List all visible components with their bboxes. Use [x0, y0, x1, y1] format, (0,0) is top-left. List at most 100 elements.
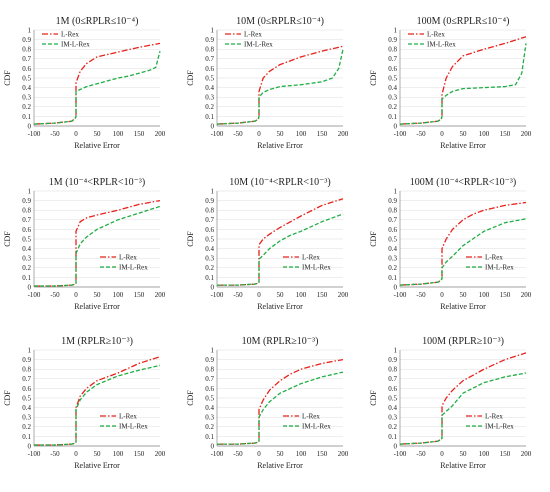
y-tick-label: 0.9: [205, 36, 214, 44]
y-tick-label: 0.4: [388, 245, 397, 253]
legend-label: L-Rex: [244, 31, 262, 39]
x-tick-label: 100: [479, 291, 490, 299]
y-tick-label: 0.8: [388, 366, 397, 374]
x-tick-label: 0: [74, 291, 78, 299]
x-tick-label: 150: [317, 291, 328, 299]
x-tick-label: -50: [50, 450, 60, 458]
y-tick-label: 1: [394, 26, 398, 34]
x-tick-label: 100: [296, 130, 307, 138]
y-tick-label: 0.1: [205, 113, 214, 121]
x-tick-label: -100: [394, 130, 407, 138]
series-line-im-l-rex: [217, 213, 344, 286]
y-tick-label: 0.5: [22, 235, 31, 243]
legend-label: L-Rex: [119, 413, 137, 421]
x-tick-label: 50: [94, 450, 102, 458]
y-tick-label: 0.9: [205, 356, 214, 364]
y-tick-label: 0.5: [22, 394, 31, 402]
x-tick-label: 0: [440, 450, 444, 458]
legend-label: L-Rex: [61, 31, 79, 39]
legend-label: IM-L-Rex: [485, 423, 514, 431]
y-tick-label: 0: [28, 442, 32, 450]
x-tick-label: 100: [479, 130, 490, 138]
y-tick-label: 0: [211, 122, 215, 130]
x-tick-label: 0: [74, 450, 78, 458]
y-tick-label: 0.7: [388, 375, 397, 383]
cdf-panel-4: 1M (10⁻⁴<RPLR<10⁻³)00.10.20.30.40.50.60.…: [3, 177, 166, 311]
x-tick-label: 200: [521, 291, 532, 299]
panel-title: 10M (RPLR≥10⁻³): [242, 336, 319, 347]
y-tick-label: 0.9: [22, 36, 31, 44]
y-tick-label: 1: [394, 187, 398, 195]
x-tick-label: 200: [155, 130, 166, 138]
series-line-im-l-rex: [33, 50, 161, 125]
x-tick-label: 150: [500, 291, 511, 299]
y-tick-label: 0.7: [205, 375, 214, 383]
y-axis-label: CDF: [369, 390, 378, 406]
y-axis-label: CDF: [3, 231, 12, 247]
y-tick-label: 0.6: [22, 226, 31, 234]
panel-title: 100M (10⁻⁴<RPLR<10⁻³): [410, 177, 516, 188]
x-axis-label: Relative Error: [74, 302, 120, 311]
y-tick-label: 0.3: [205, 94, 214, 102]
panel-title: 100M (RPLR≥10⁻³): [422, 336, 504, 347]
y-tick-label: 0.3: [22, 94, 31, 102]
panel-title: 1M (0≤RPLR≤10⁻⁴): [56, 16, 139, 27]
x-tick-label: 50: [94, 291, 102, 299]
series-line-im-l-rex: [217, 371, 344, 445]
y-tick-label: 0.7: [388, 216, 397, 224]
y-tick-label: 0.2: [205, 264, 214, 272]
y-tick-label: 0.2: [205, 423, 214, 431]
x-tick-label: -50: [416, 291, 426, 299]
x-axis-label: Relative Error: [74, 461, 120, 470]
y-tick-label: 0.2: [388, 264, 397, 272]
series-line-im-l-rex: [216, 49, 344, 125]
y-tick-label: 0.1: [388, 433, 397, 441]
x-tick-label: 200: [338, 130, 349, 138]
y-tick-label: 0.4: [22, 404, 31, 412]
x-tick-label: 100: [479, 450, 490, 458]
legend-label: IM-L-Rex: [302, 423, 331, 431]
y-tick-label: 0.4: [22, 84, 31, 92]
y-tick-label: 0.6: [388, 65, 397, 73]
cdf-panel-5: 10M (10⁻⁴<RPLR<10⁻³)00.10.20.30.40.50.60…: [186, 177, 349, 311]
series-line-l-rex: [399, 352, 527, 445]
x-tick-label: 100: [113, 450, 124, 458]
y-tick-label: 0: [28, 283, 32, 291]
y-tick-label: 0.8: [388, 46, 397, 54]
cdf-panel-2: 10M (0≤RPLR≤10⁻⁴)00.10.20.30.40.50.60.70…: [186, 16, 349, 150]
y-tick-label: 0: [211, 283, 215, 291]
cdf-panel-7: 1M (RPLR≥10⁻³)00.10.20.30.40.50.60.70.80…: [3, 336, 166, 470]
y-tick-label: 0.9: [22, 356, 31, 364]
y-tick-label: 0: [394, 283, 398, 291]
y-tick-label: 0.6: [22, 65, 31, 73]
y-tick-label: 0.3: [388, 94, 397, 102]
series-line-l-rex: [217, 358, 344, 445]
x-tick-label: 200: [155, 291, 166, 299]
x-tick-label: -50: [50, 291, 60, 299]
x-tick-label: -100: [211, 291, 224, 299]
x-tick-label: -100: [28, 450, 41, 458]
x-tick-label: 50: [460, 291, 468, 299]
series-line-l-rex: [34, 356, 161, 446]
cdf-panel-1: 1M (0≤RPLR≤10⁻⁴)00.10.20.30.40.50.60.70.…: [3, 16, 166, 150]
y-tick-label: 0.4: [388, 404, 397, 412]
legend-label: L-Rex: [485, 413, 503, 421]
x-tick-label: 200: [155, 450, 166, 458]
legend-label: IM-L-Rex: [427, 41, 456, 49]
y-tick-label: 0.8: [22, 366, 31, 374]
legend-label: L-Rex: [485, 254, 503, 262]
x-tick-label: -100: [28, 291, 41, 299]
y-tick-label: 0.5: [205, 74, 214, 82]
y-tick-label: 0.8: [205, 46, 214, 54]
y-tick-label: 1: [28, 26, 32, 34]
legend-label: IM-L-Rex: [302, 264, 331, 272]
y-tick-label: 0.9: [388, 36, 397, 44]
y-tick-label: 0.7: [205, 55, 214, 63]
x-axis-label: Relative Error: [257, 461, 303, 470]
x-tick-label: 200: [521, 450, 532, 458]
series-line-l-rex: [216, 45, 344, 125]
x-tick-label: 200: [338, 291, 349, 299]
x-tick-label: -50: [416, 130, 426, 138]
x-axis-label: Relative Error: [440, 141, 486, 150]
x-tick-label: -50: [233, 130, 243, 138]
